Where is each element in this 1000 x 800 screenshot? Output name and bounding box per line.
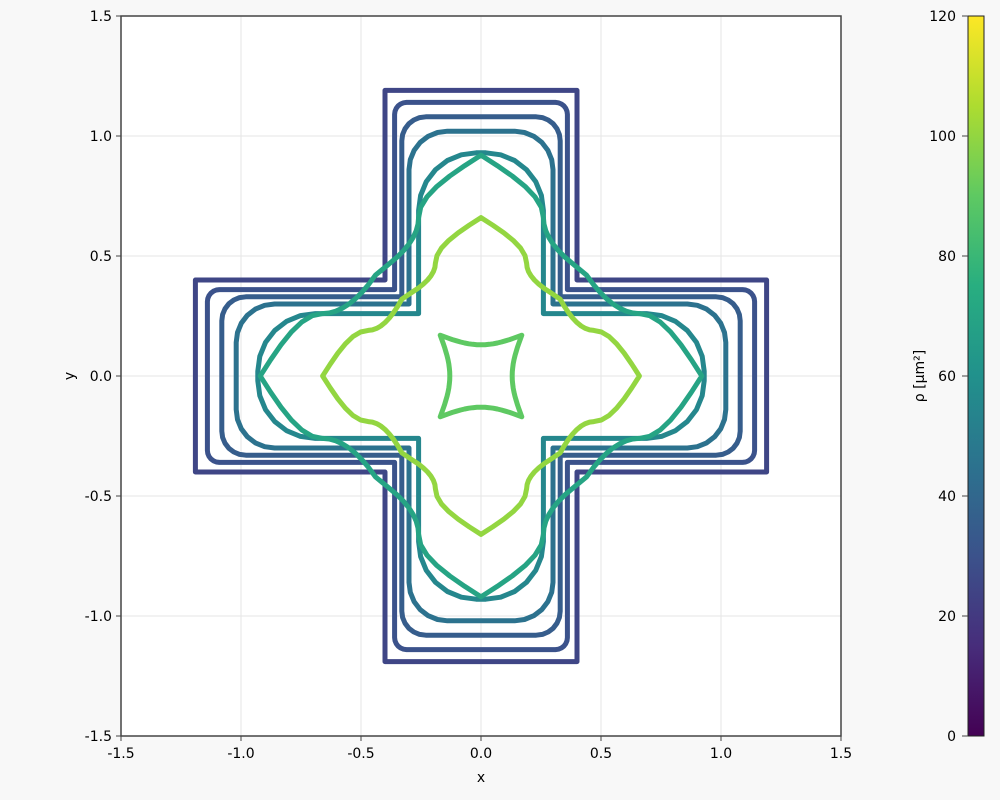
- contour-curve-8: [437, 332, 525, 420]
- x-axis-label: x: [477, 770, 485, 786]
- x-tick-label: -1.0: [227, 746, 254, 762]
- colorbar-tick-label: 40: [938, 489, 956, 505]
- y-tick-label: -1.5: [85, 729, 112, 745]
- x-ticks: -1.5 -1.0 -0.5 0.0 0.5 1.0 1.5: [107, 736, 852, 762]
- colorbar-tick-label: 20: [938, 609, 956, 625]
- contour-curve-2: [204, 99, 758, 653]
- y-tick-label: 1.5: [90, 9, 112, 25]
- x-tick-label: -1.5: [107, 746, 134, 762]
- contour-curve-4: [233, 128, 729, 624]
- colorbar-tick-label: 0: [947, 729, 956, 745]
- x-tick-label: 0.0: [470, 746, 492, 762]
- colorbar-ticks: 0 20 40 60 80 100 120: [929, 9, 968, 745]
- y-tick-label: 0.5: [90, 249, 112, 265]
- x-tick-label: -0.5: [347, 746, 374, 762]
- contour-curve-1: [192, 87, 770, 665]
- colorbar-label: ρ [µm²]: [912, 350, 928, 402]
- x-tick-label: 1.0: [710, 746, 732, 762]
- data-curves: [192, 87, 770, 665]
- y-tick-label: -0.5: [85, 489, 112, 505]
- colorbar-tick-label: 60: [938, 369, 956, 385]
- y-tick-label: 0.0: [90, 369, 112, 385]
- colorbar-tick-label: 120: [929, 9, 956, 25]
- y-axis-label: y: [62, 372, 78, 380]
- x-tick-label: 1.5: [830, 746, 852, 762]
- y-ticks: -1.5 -1.0 -0.5 0.0 0.5 1.0 1.5: [85, 9, 121, 745]
- contour-curve-3: [219, 114, 743, 638]
- contour-curve-6: [257, 152, 705, 600]
- x-tick-label: 0.5: [590, 746, 612, 762]
- contour-curve-7: [320, 215, 642, 537]
- colorbar-tick-label: 80: [938, 249, 956, 265]
- y-tick-label: 1.0: [90, 129, 112, 145]
- y-tick-label: -1.0: [85, 609, 112, 625]
- colorbar-tick-label: 100: [929, 129, 956, 145]
- colorbar: [967, 15, 985, 737]
